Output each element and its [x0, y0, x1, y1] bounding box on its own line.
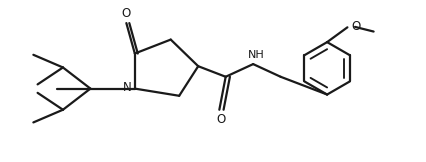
Text: N: N — [123, 81, 132, 94]
Text: NH: NH — [248, 50, 265, 60]
Text: O: O — [122, 7, 131, 20]
Text: O: O — [217, 113, 226, 126]
Text: O: O — [351, 20, 361, 33]
